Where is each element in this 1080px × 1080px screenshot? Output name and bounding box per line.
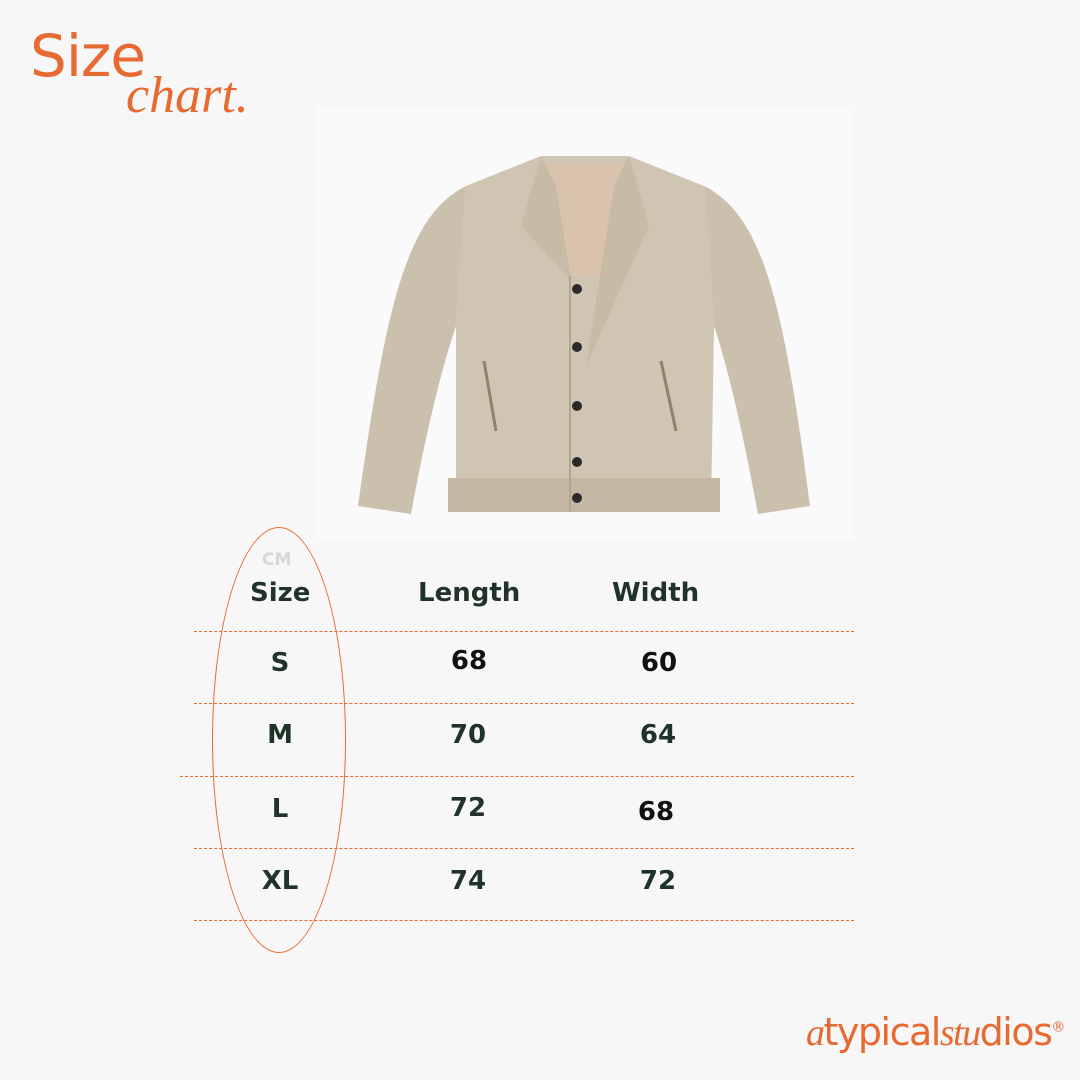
cell-size: L <box>271 794 289 824</box>
cell-length: 74 <box>449 866 487 896</box>
cell-width: 68 <box>637 797 675 827</box>
row-divider <box>194 848 854 849</box>
row-divider <box>194 631 854 632</box>
cell-length: 68 <box>450 646 488 676</box>
title-size: Size <box>30 22 146 90</box>
cell-size: XL <box>261 866 299 896</box>
cell-length: 72 <box>449 793 487 823</box>
row-divider <box>194 703 854 704</box>
cell-size: M <box>267 720 293 750</box>
row-divider <box>180 776 854 777</box>
jacket-photo <box>316 106 854 540</box>
size-column-highlight <box>212 527 346 953</box>
title-chart: chart. <box>126 67 249 124</box>
cell-width: 64 <box>639 720 677 750</box>
header-width: Width <box>612 578 700 608</box>
cell-length: 70 <box>449 720 487 750</box>
cell-width: 60 <box>640 648 678 678</box>
cell-size: S <box>270 648 290 678</box>
brand-logo: atypicalstudios® <box>806 1010 1065 1054</box>
header-size: Size <box>250 578 311 608</box>
cell-width: 72 <box>639 866 677 896</box>
row-divider <box>194 920 854 921</box>
unit-label: CM <box>262 550 292 570</box>
header-length: Length <box>418 578 521 608</box>
